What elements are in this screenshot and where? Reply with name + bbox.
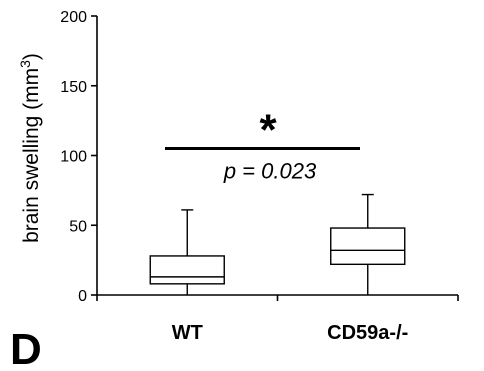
y-tick-label: 50 xyxy=(69,218,87,235)
x-ticks: WT CD59a-/- xyxy=(96,295,459,344)
boxes xyxy=(149,193,406,295)
y-tick-label: 150 xyxy=(60,79,87,96)
box-cd59a xyxy=(330,193,406,295)
box-body xyxy=(149,255,225,285)
y-axis-label-close: ) xyxy=(20,53,43,60)
y-axis-label-text: brain swelling (mm xyxy=(20,68,43,243)
significance-star: * xyxy=(259,106,277,155)
y-axis-label: brain swelling (mm3) xyxy=(17,53,43,243)
box-wt xyxy=(149,209,225,295)
y-tick-label: 0 xyxy=(78,288,87,305)
x-category-label: WT xyxy=(172,322,203,344)
y-tick-label: 200 xyxy=(60,9,87,26)
y-axis-label-superscript: 3 xyxy=(17,60,33,68)
box-body xyxy=(330,227,406,266)
y-ticks: 0 50 100 150 200 xyxy=(60,9,97,305)
p-value-label: p = 0.023 xyxy=(223,159,317,184)
x-category-label: CD59a-/- xyxy=(327,322,408,344)
significance-annotation: * p = 0.023 xyxy=(165,106,360,184)
panel-letter: D xyxy=(10,325,42,371)
y-tick-label: 100 xyxy=(60,149,87,166)
